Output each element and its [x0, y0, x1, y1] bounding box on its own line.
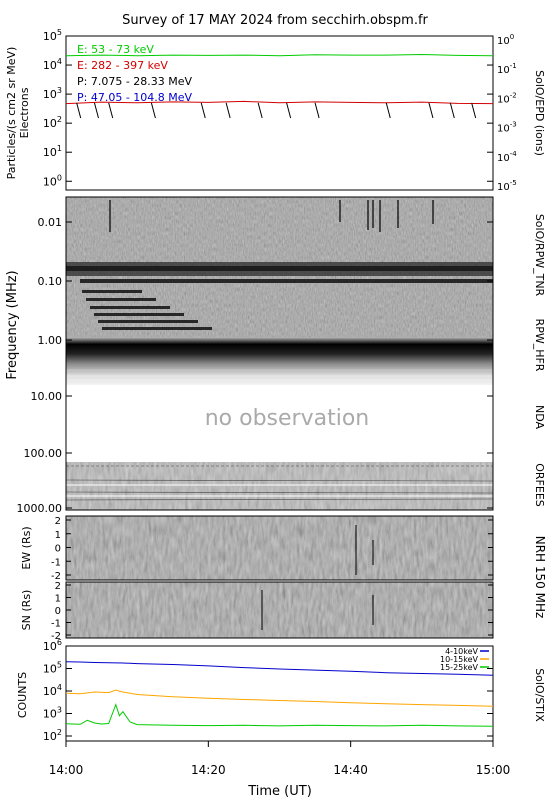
nrh-tick-label: 1	[55, 530, 61, 541]
epd-tick-label-right: 10-5	[497, 179, 517, 193]
stix-right-label: SolO/STIX	[533, 668, 546, 722]
freq-tick-label: 0.01	[38, 216, 63, 229]
epd-right-axis-label: SolO/EPD (ions)	[533, 70, 546, 156]
epd-proton-segment	[449, 102, 455, 119]
epd-legend-entry: P: 47.05 - 104.8 MeV	[77, 91, 193, 104]
instrument-label: RPW_HFR	[533, 319, 546, 372]
time-tick-label: 14:20	[191, 763, 226, 777]
stix-tick-label: 104	[43, 683, 62, 698]
epd-left-axis-label: Particles/(s cm2 sr MeV)	[5, 47, 18, 180]
stix-legend-entry: 15-25keV	[440, 663, 479, 672]
radio-spectrum-panel: no observation 0.01 0.10 1.00 10.00 100.00 10…	[5, 196, 546, 515]
epd-tick-label-left: 102	[43, 115, 62, 130]
time-tick-label: 14:00	[49, 763, 84, 777]
time-tick-label: 15:00	[476, 763, 511, 777]
epd-left-axis-sublabel: Electrons	[18, 87, 31, 138]
nrh-tick-label: -1	[51, 619, 61, 630]
epd-series-line	[65, 100, 494, 105]
stix-tick-label: 105	[43, 661, 62, 676]
epd-tick-label-right: 10-2	[497, 91, 517, 105]
epd-panel: E: 53 - 73 keV E: 282 - 397 keV P: 7.075 -…	[5, 28, 546, 193]
time-tick-label: 14:40	[333, 763, 368, 777]
freq-tick-label: 1000.00	[17, 502, 63, 515]
freq-tick-label: 100.00	[24, 447, 63, 460]
instrument-label: NDA	[533, 405, 546, 430]
no-observation-annotation: no observation	[205, 406, 370, 431]
frequency-axis-label: Frequency (MHz)	[5, 270, 20, 379]
epd-tick-label-right: 10-3	[497, 121, 517, 135]
epd-proton-segment	[76, 102, 82, 119]
epd-series-line	[65, 53, 494, 57]
time-axis: 14:00 14:20 14:40 15:00	[49, 741, 511, 777]
stix-tick-label: 103	[43, 706, 62, 721]
epd-proton-segment	[385, 102, 391, 119]
nrh-tick-label: -1	[51, 557, 61, 568]
nrh-tick-label: 0	[55, 544, 61, 555]
stix-tick-label: 102	[43, 728, 62, 743]
instrument-label: SolO/RPW_TNR	[533, 214, 546, 297]
epd-tick-label-left: 104	[43, 57, 62, 72]
stix-tick-label: 106	[43, 638, 62, 653]
epd-tick-label-left: 105	[43, 28, 62, 43]
nrh-sn-axis-label: SN (Rs)	[20, 590, 33, 631]
stix-legend-entry: 10-15keV	[440, 655, 479, 664]
epd-proton-segment	[108, 102, 114, 119]
epd-proton-segment	[314, 102, 320, 119]
nrh-tick-label: 2	[55, 516, 61, 527]
nrh-tick-label: 2	[55, 581, 61, 592]
nrh-ew-axis-label: EW (Rs)	[20, 526, 33, 569]
epd-tick-label-left: 101	[43, 144, 62, 159]
nrh-right-label: NRH 150 MHz	[533, 536, 547, 619]
epd-tick-label-left: 103	[43, 86, 62, 101]
epd-tick-label-left: 100	[43, 173, 62, 188]
epd-proton-segment	[428, 102, 434, 119]
epd-proton-segment	[150, 102, 156, 119]
freq-tick-label: 1.00	[38, 334, 63, 347]
instrument-label: ORFEES	[533, 463, 546, 507]
stix-series-line	[65, 703, 494, 727]
epd-legend-entry: P: 7.075 - 28.33 MeV	[77, 75, 193, 88]
nrh-tick-label: 1	[55, 594, 61, 605]
epd-proton-segment	[257, 102, 263, 119]
epd-tick-label-right: 10-1	[497, 62, 517, 76]
epd-tick-label-right: 10-4	[497, 150, 517, 164]
epd-proton-segment	[225, 102, 231, 119]
nrh-tick-label: 0	[55, 606, 61, 617]
epd-legend-entry: E: 282 - 397 keV	[77, 59, 168, 72]
figure-title: Survey of 17 MAY 2024 from secchirh.obsp…	[122, 13, 428, 28]
stix-series-line	[65, 689, 494, 707]
freq-tick-label: 10.00	[31, 390, 63, 403]
time-axis-label: Time (UT)	[247, 784, 312, 799]
epd-proton-segment	[93, 102, 99, 119]
epd-tick-label-right: 100	[497, 33, 514, 47]
epd-legend-entry: E: 53 - 73 keV	[77, 43, 154, 56]
epd-proton-segment	[200, 102, 206, 119]
nrh-tick-label: -2	[51, 631, 61, 642]
stix-axis-label: COUNTS	[16, 672, 29, 718]
stix-legend-entry: 4-10keV	[445, 647, 478, 656]
freq-tick-label: 0.10	[38, 275, 63, 288]
epd-proton-segment	[286, 102, 292, 119]
nrh-tick-label: -2	[51, 571, 61, 582]
epd-proton-segment	[471, 102, 477, 119]
stix-series-line	[65, 661, 494, 676]
